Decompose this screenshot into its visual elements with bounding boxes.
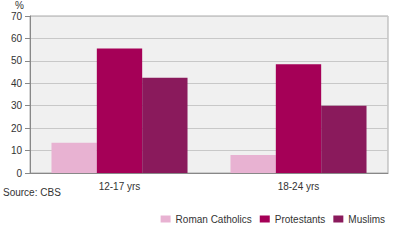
svg-text:50: 50 [11,55,23,66]
svg-text:70: 70 [11,11,23,22]
svg-text:Source: CBS: Source: CBS [3,187,61,198]
svg-text:30: 30 [11,100,23,111]
svg-text:12-17 yrs: 12-17 yrs [99,181,141,192]
svg-text:Roman Catholics: Roman Catholics [176,214,252,225]
svg-text:20: 20 [11,123,23,134]
svg-text:Muslims: Muslims [348,214,385,225]
svg-text:60: 60 [11,33,23,44]
svg-text:%: % [15,0,24,11]
svg-text:10: 10 [11,145,23,156]
svg-text:18-24 yrs: 18-24 yrs [278,181,320,192]
svg-text:0: 0 [16,168,22,179]
svg-text:Protestants: Protestants [275,214,326,225]
svg-text:40: 40 [11,78,23,89]
